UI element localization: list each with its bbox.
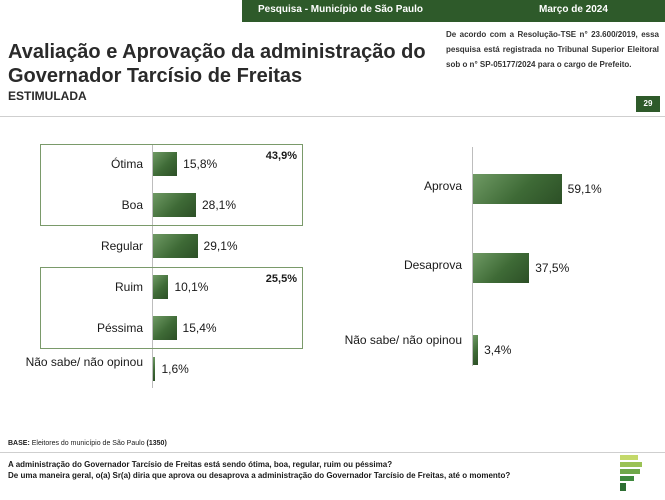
approval-bar xyxy=(473,253,530,283)
approval-value-label: 37,5% xyxy=(535,261,570,275)
approval-value-label: 59,1% xyxy=(567,182,602,196)
evaluation-category-label: Péssima xyxy=(96,321,143,335)
page-number: 29 xyxy=(636,96,660,112)
evaluation-category-label: Boa xyxy=(121,198,143,212)
approval-category-label: Aprova xyxy=(423,179,462,193)
question-evaluation: A administração do Governador Tarcísio d… xyxy=(8,460,393,469)
evaluation-value-label: 15,8% xyxy=(183,157,218,171)
question-approval: De uma maneira geral, o(a) Sr(a) diria q… xyxy=(8,471,511,480)
evaluation-value-label: 15,4% xyxy=(182,321,217,335)
evaluation-value-label: 1,6% xyxy=(161,362,189,376)
base-count: (1350) xyxy=(146,440,167,447)
evaluation-group-total: 43,9% xyxy=(265,150,297,162)
evaluation-value-label: 28,1% xyxy=(201,198,237,212)
evaluation-axis-line xyxy=(152,145,153,388)
header-bar xyxy=(242,0,665,22)
survey-date: Março de 2024 xyxy=(539,4,608,15)
evaluation-bar xyxy=(153,193,196,217)
base-note: BASE: Eleitores do município de São Paul… xyxy=(8,440,167,447)
approval-axis-line xyxy=(472,147,473,366)
page-title: Avaliação e Aprovação da administração d… xyxy=(8,41,426,87)
approval-value-label: 3,4% xyxy=(484,343,512,357)
evaluation-category-label: Ruim xyxy=(114,280,143,294)
logo-stripe xyxy=(620,483,626,491)
evaluation-group-box xyxy=(40,144,303,226)
evaluation-bar xyxy=(153,357,156,381)
institute-logo xyxy=(620,455,642,491)
approval-category-label: Desaprova xyxy=(403,258,462,272)
survey-label: Pesquisa - Município de São Paulo xyxy=(258,4,424,15)
evaluation-bar xyxy=(153,152,178,176)
evaluation-bar xyxy=(153,275,169,299)
evaluation-category-label: Ótima xyxy=(110,157,143,171)
page-subtitle: ESTIMULADA xyxy=(8,89,87,103)
evaluation-value-label: 10,1% xyxy=(174,280,209,294)
evaluation-bar xyxy=(153,234,198,258)
footer-divider xyxy=(0,452,665,453)
logo-stripe xyxy=(620,455,638,460)
logo-stripe xyxy=(620,469,640,474)
base-label: BASE: xyxy=(8,440,30,447)
evaluation-category-label: Regular xyxy=(100,239,143,253)
base-text: Eleitores do município de São Paulo xyxy=(31,440,145,447)
approval-bar xyxy=(473,174,562,204)
evaluation-value-label: 29,1% xyxy=(203,239,238,253)
logo-stripe xyxy=(620,476,634,481)
tse-registration-notice: De acordo com a Resolução-TSE n° 23.600/… xyxy=(446,30,659,69)
approval-category-label: Não sabe/ não opinou xyxy=(344,333,462,347)
logo-stripe xyxy=(620,462,642,467)
evaluation-group-box xyxy=(40,267,303,349)
header-divider xyxy=(0,116,665,117)
evaluation-group-total: 25,5% xyxy=(265,273,297,285)
evaluation-bar xyxy=(153,316,177,340)
evaluation-category-label: Não sabe/ não opinou xyxy=(25,355,143,369)
approval-bar xyxy=(473,335,479,365)
